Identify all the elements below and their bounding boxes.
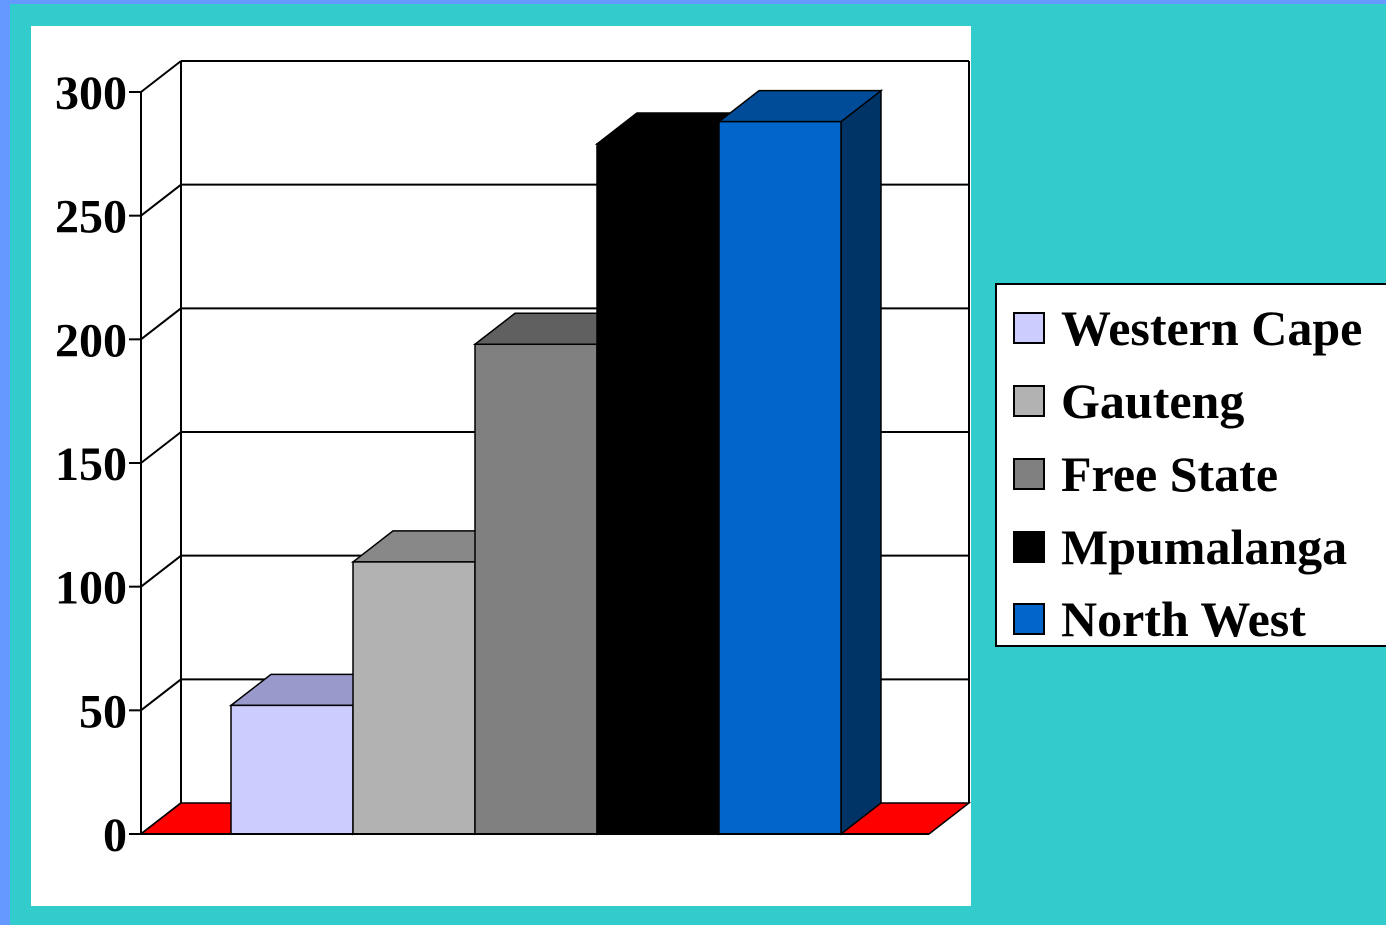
gridline-diagonal xyxy=(140,183,182,217)
bar-chart-3d: 0 50 100 150 200 250 300 xyxy=(55,60,971,862)
gridline-diagonal xyxy=(140,554,182,588)
legend-item: North West xyxy=(1013,594,1306,644)
legend-item: Gauteng xyxy=(1013,376,1244,426)
y-tick-label: 50 xyxy=(79,685,127,738)
legend-item: Western Cape xyxy=(1013,303,1362,353)
legend-label: Western Cape xyxy=(1061,300,1363,356)
legend-swatch xyxy=(1013,531,1045,563)
legend-label: North West xyxy=(1061,591,1306,647)
legend-swatch xyxy=(1013,385,1045,417)
bar-group xyxy=(228,89,884,836)
gridline-diagonal xyxy=(140,307,182,341)
legend-swatch xyxy=(1013,458,1045,490)
y-tick-label: 150 xyxy=(55,438,127,491)
chart-legend: Western Cape Gauteng Free State Mpumalan… xyxy=(995,283,1386,647)
gridline-diagonal xyxy=(140,60,182,93)
y-tick-label: 100 xyxy=(55,562,127,615)
y-tick-label: 250 xyxy=(55,191,127,244)
y-tick-label: 200 xyxy=(55,314,127,367)
gridline-diagonal xyxy=(140,678,182,712)
y-tick-label: 0 xyxy=(103,809,127,862)
bar-front-face xyxy=(474,343,598,835)
bar-front-face xyxy=(596,143,720,835)
gridline-diagonal xyxy=(140,431,182,464)
bar-side-face xyxy=(840,89,882,836)
legend-label: Mpumalanga xyxy=(1061,519,1348,575)
bar-front-face xyxy=(230,704,354,835)
legend-item: Free State xyxy=(1013,449,1278,499)
legend-swatch xyxy=(1013,603,1045,635)
y-tick-label: 300 xyxy=(55,67,127,120)
y-axis: 0 50 100 150 200 250 300 xyxy=(55,67,929,862)
bar-front-face xyxy=(352,561,476,835)
legend-label: Gauteng xyxy=(1061,373,1245,429)
top-border-stripe xyxy=(0,0,1386,4)
legend-swatch xyxy=(1013,312,1045,344)
left-border-stripe xyxy=(0,0,10,925)
legend-label: Free State xyxy=(1061,446,1279,502)
chart-panel: 0 50 100 150 200 250 300 xyxy=(31,26,971,906)
bar-front-face xyxy=(718,120,842,835)
bar xyxy=(716,89,884,836)
legend-item: Mpumalanga xyxy=(1013,522,1347,572)
plot-frame xyxy=(180,60,970,803)
